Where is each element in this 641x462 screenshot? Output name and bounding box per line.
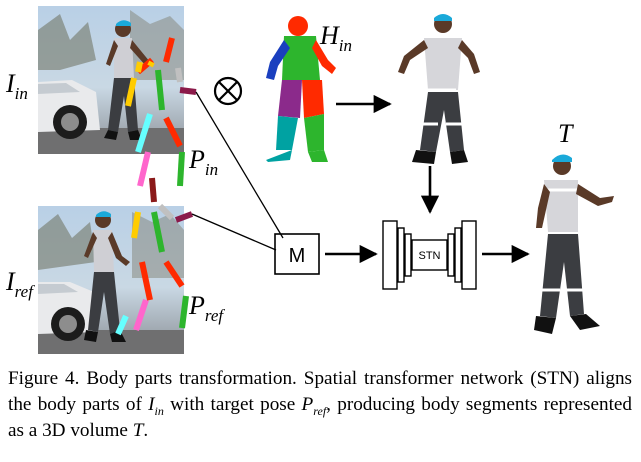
caption-text-4: .	[143, 420, 149, 441]
caption-figure-label: Figure 4.	[8, 368, 80, 389]
module-m-box: M	[274, 233, 320, 275]
caption-title: Body parts transformation.	[86, 368, 297, 389]
label-p-ref: Pref	[188, 291, 225, 325]
label-h-in: Hin	[319, 21, 352, 55]
caption-text-2: with target pose	[170, 394, 296, 415]
label-t: T	[558, 119, 574, 148]
stn-block: STN	[382, 220, 477, 290]
caption-text-1: Spatial transformer network (STN) aligns…	[8, 368, 633, 415]
reference-image-photo	[38, 206, 184, 354]
label-i-in: Iin	[5, 69, 28, 103]
segmentation-figure	[266, 16, 336, 162]
caption-var-i: I	[148, 394, 155, 415]
transformed-body-volume	[534, 154, 614, 334]
pose-reference-sticks	[115, 177, 194, 336]
figure-caption: Figure 4. Body parts transformation. Spa…	[8, 366, 632, 444]
caption-var-i-sub: in	[154, 403, 164, 418]
figure-diagram: Iin Pin Iref Pref Hin	[5, 6, 614, 354]
caption-var-p-sub: ref	[313, 403, 327, 418]
caption-var-p: P	[301, 394, 314, 415]
label-p-in: Pin	[188, 145, 218, 179]
label-i-ref: Iref	[5, 267, 35, 301]
caption-text-3: , producing body segments represented as…	[8, 394, 633, 441]
caption-var-t: T	[132, 420, 144, 441]
input-image-photo	[38, 6, 184, 154]
tensor-product-icon	[213, 76, 243, 106]
svg-text:M: M	[289, 245, 306, 267]
extracted-body-parts	[398, 14, 480, 164]
connector-lines	[191, 91, 284, 251]
svg-text:STN: STN	[419, 250, 441, 262]
pose-input-sticks	[125, 37, 197, 187]
